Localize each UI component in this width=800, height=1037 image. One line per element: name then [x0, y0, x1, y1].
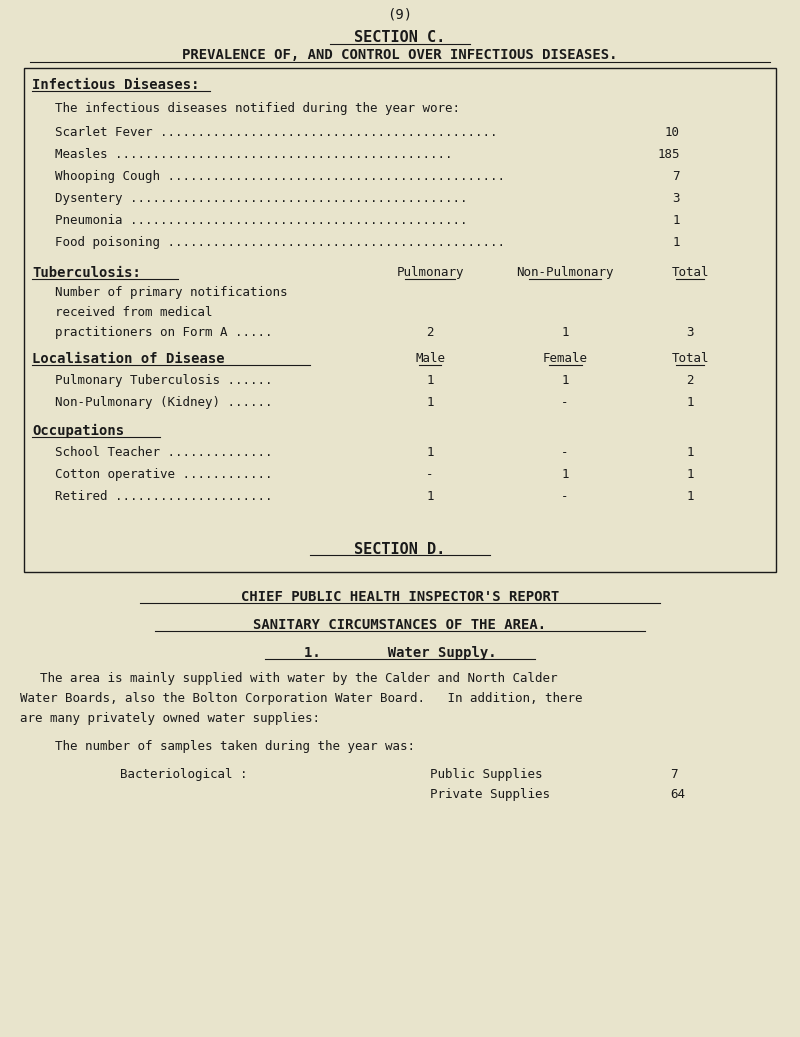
Text: CHIEF PUBLIC HEALTH INSPECTOR'S REPORT: CHIEF PUBLIC HEALTH INSPECTOR'S REPORT — [241, 590, 559, 604]
Text: 7: 7 — [673, 170, 680, 183]
Text: 1: 1 — [426, 446, 434, 459]
Text: Non-Pulmonary: Non-Pulmonary — [516, 267, 614, 279]
Text: SECTION C.: SECTION C. — [354, 30, 446, 45]
Text: 1: 1 — [686, 446, 694, 459]
Text: 1: 1 — [686, 396, 694, 409]
Text: Retired .....................: Retired ..................... — [55, 491, 273, 503]
Text: Total: Total — [671, 267, 709, 279]
Text: The infectious diseases notified during the year wore:: The infectious diseases notified during … — [55, 102, 460, 115]
Text: SECTION D.: SECTION D. — [354, 542, 446, 557]
Text: -: - — [562, 491, 569, 503]
Text: 64: 64 — [670, 788, 685, 801]
Text: Scarlet Fever .............................................: Scarlet Fever ..........................… — [55, 127, 498, 139]
Text: The number of samples taken during the year was:: The number of samples taken during the y… — [55, 740, 415, 753]
Text: 1: 1 — [673, 214, 680, 227]
Text: 1: 1 — [673, 236, 680, 249]
Text: Tuberculosis:: Tuberculosis: — [32, 267, 141, 280]
Text: 7: 7 — [670, 768, 678, 781]
Text: School Teacher ..............: School Teacher .............. — [55, 446, 273, 459]
Text: 1: 1 — [426, 374, 434, 387]
Text: 1: 1 — [426, 491, 434, 503]
Text: (9): (9) — [387, 8, 413, 22]
Text: 1: 1 — [562, 326, 569, 339]
Text: 1: 1 — [426, 396, 434, 409]
Text: Whooping Cough .............................................: Whooping Cough .........................… — [55, 170, 505, 183]
Text: Food poisoning .............................................: Food poisoning .........................… — [55, 236, 505, 249]
Text: 1: 1 — [562, 468, 569, 481]
Bar — [24, 68, 776, 572]
Text: Public Supplies: Public Supplies — [430, 768, 542, 781]
Text: practitioners on Form A .....: practitioners on Form A ..... — [55, 326, 273, 339]
Text: -: - — [562, 446, 569, 459]
Text: Private Supplies: Private Supplies — [430, 788, 550, 801]
Text: Water Boards, also the Bolton Corporation Water Board.   In addition, there: Water Boards, also the Bolton Corporatio… — [20, 692, 582, 705]
Text: 1.        Water Supply.: 1. Water Supply. — [304, 646, 496, 660]
Text: Bacteriological :: Bacteriological : — [120, 768, 247, 781]
Text: 185: 185 — [658, 148, 680, 161]
Text: The area is mainly supplied with water by the Calder and North Calder: The area is mainly supplied with water b… — [40, 672, 558, 685]
Text: 2: 2 — [686, 374, 694, 387]
Text: SANITARY CIRCUMSTANCES OF THE AREA.: SANITARY CIRCUMSTANCES OF THE AREA. — [254, 618, 546, 632]
Text: are many privately owned water supplies:: are many privately owned water supplies: — [20, 712, 320, 725]
Text: 1: 1 — [562, 374, 569, 387]
Text: received from medical: received from medical — [55, 306, 213, 319]
Text: Female: Female — [542, 352, 587, 365]
Text: Infectious Diseases:: Infectious Diseases: — [32, 78, 199, 92]
Text: -: - — [426, 468, 434, 481]
Text: PREVALENCE OF, AND CONTROL OVER INFECTIOUS DISEASES.: PREVALENCE OF, AND CONTROL OVER INFECTIO… — [182, 48, 618, 62]
Text: 3: 3 — [673, 192, 680, 205]
Text: Localisation of Disease: Localisation of Disease — [32, 352, 225, 366]
Text: Occupations: Occupations — [32, 424, 124, 439]
Text: 1: 1 — [686, 468, 694, 481]
Text: Dysentery .............................................: Dysentery ..............................… — [55, 192, 467, 205]
Text: Male: Male — [415, 352, 445, 365]
Text: 2: 2 — [426, 326, 434, 339]
Text: Pneumonia .............................................: Pneumonia ..............................… — [55, 214, 467, 227]
Text: Measles .............................................: Measles ................................… — [55, 148, 453, 161]
Text: Pulmonary: Pulmonary — [396, 267, 464, 279]
Text: Pulmonary Tuberculosis ......: Pulmonary Tuberculosis ...... — [55, 374, 273, 387]
Text: Non-Pulmonary (Kidney) ......: Non-Pulmonary (Kidney) ...... — [55, 396, 273, 409]
Text: 3: 3 — [686, 326, 694, 339]
Text: Number of primary notifications: Number of primary notifications — [55, 286, 287, 299]
Text: Cotton operative ............: Cotton operative ............ — [55, 468, 273, 481]
Text: 1: 1 — [686, 491, 694, 503]
Text: -: - — [562, 396, 569, 409]
Text: 10: 10 — [665, 127, 680, 139]
Text: Total: Total — [671, 352, 709, 365]
